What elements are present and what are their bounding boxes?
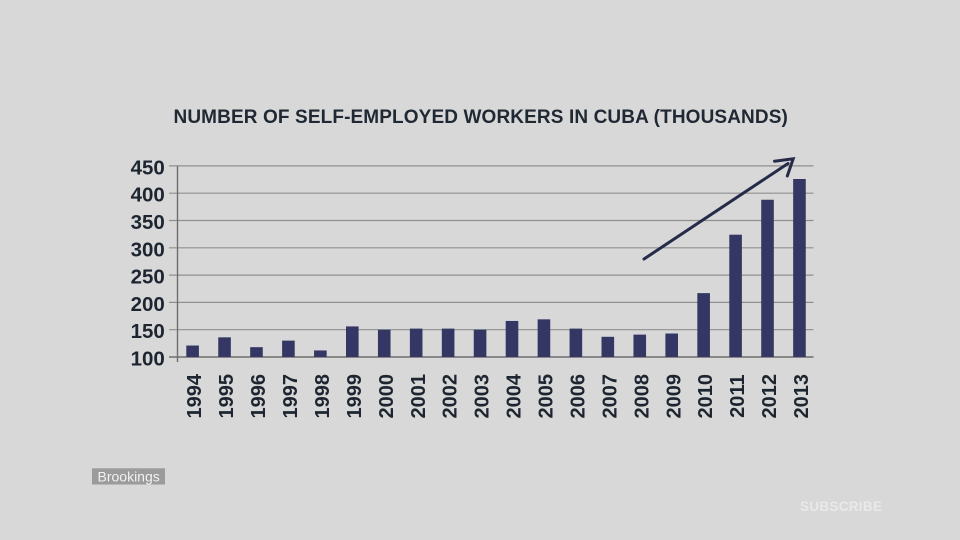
svg-text:Brookings: Brookings [98, 469, 160, 485]
svg-text:2013: 2013 [791, 374, 813, 419]
svg-text:2009: 2009 [663, 374, 685, 419]
svg-text:150: 150 [131, 320, 165, 343]
svg-text:1995: 1995 [216, 374, 238, 419]
svg-text:NUMBER OF SELF-EMPLOYED WORKER: NUMBER OF SELF-EMPLOYED WORKERS IN CUBA … [174, 107, 788, 128]
svg-text:2005: 2005 [536, 374, 558, 419]
svg-text:100: 100 [131, 348, 165, 371]
svg-text:350: 350 [131, 211, 165, 234]
svg-text:2007: 2007 [599, 374, 621, 419]
svg-text:2003: 2003 [472, 374, 494, 419]
svg-text:SUBSCRIBE: SUBSCRIBE [800, 499, 882, 514]
svg-text:2010: 2010 [695, 374, 717, 419]
svg-text:450: 450 [131, 156, 165, 179]
svg-text:1994: 1994 [184, 373, 206, 418]
svg-text:2002: 2002 [440, 374, 462, 419]
svg-text:1997: 1997 [280, 374, 302, 419]
svg-text:2000: 2000 [376, 374, 398, 419]
svg-text:2008: 2008 [631, 374, 653, 419]
svg-text:250: 250 [131, 266, 165, 289]
svg-text:2006: 2006 [567, 374, 589, 419]
svg-text:1999: 1999 [344, 374, 366, 419]
svg-text:2011: 2011 [727, 375, 749, 418]
svg-text:2001: 2001 [408, 374, 430, 419]
svg-text:300: 300 [131, 238, 165, 261]
svg-text:2012: 2012 [759, 374, 781, 419]
svg-text:200: 200 [131, 293, 165, 316]
svg-text:1998: 1998 [312, 374, 334, 419]
svg-text:400: 400 [131, 184, 165, 207]
svg-text:2004: 2004 [504, 373, 526, 418]
svg-text:1996: 1996 [248, 374, 270, 419]
